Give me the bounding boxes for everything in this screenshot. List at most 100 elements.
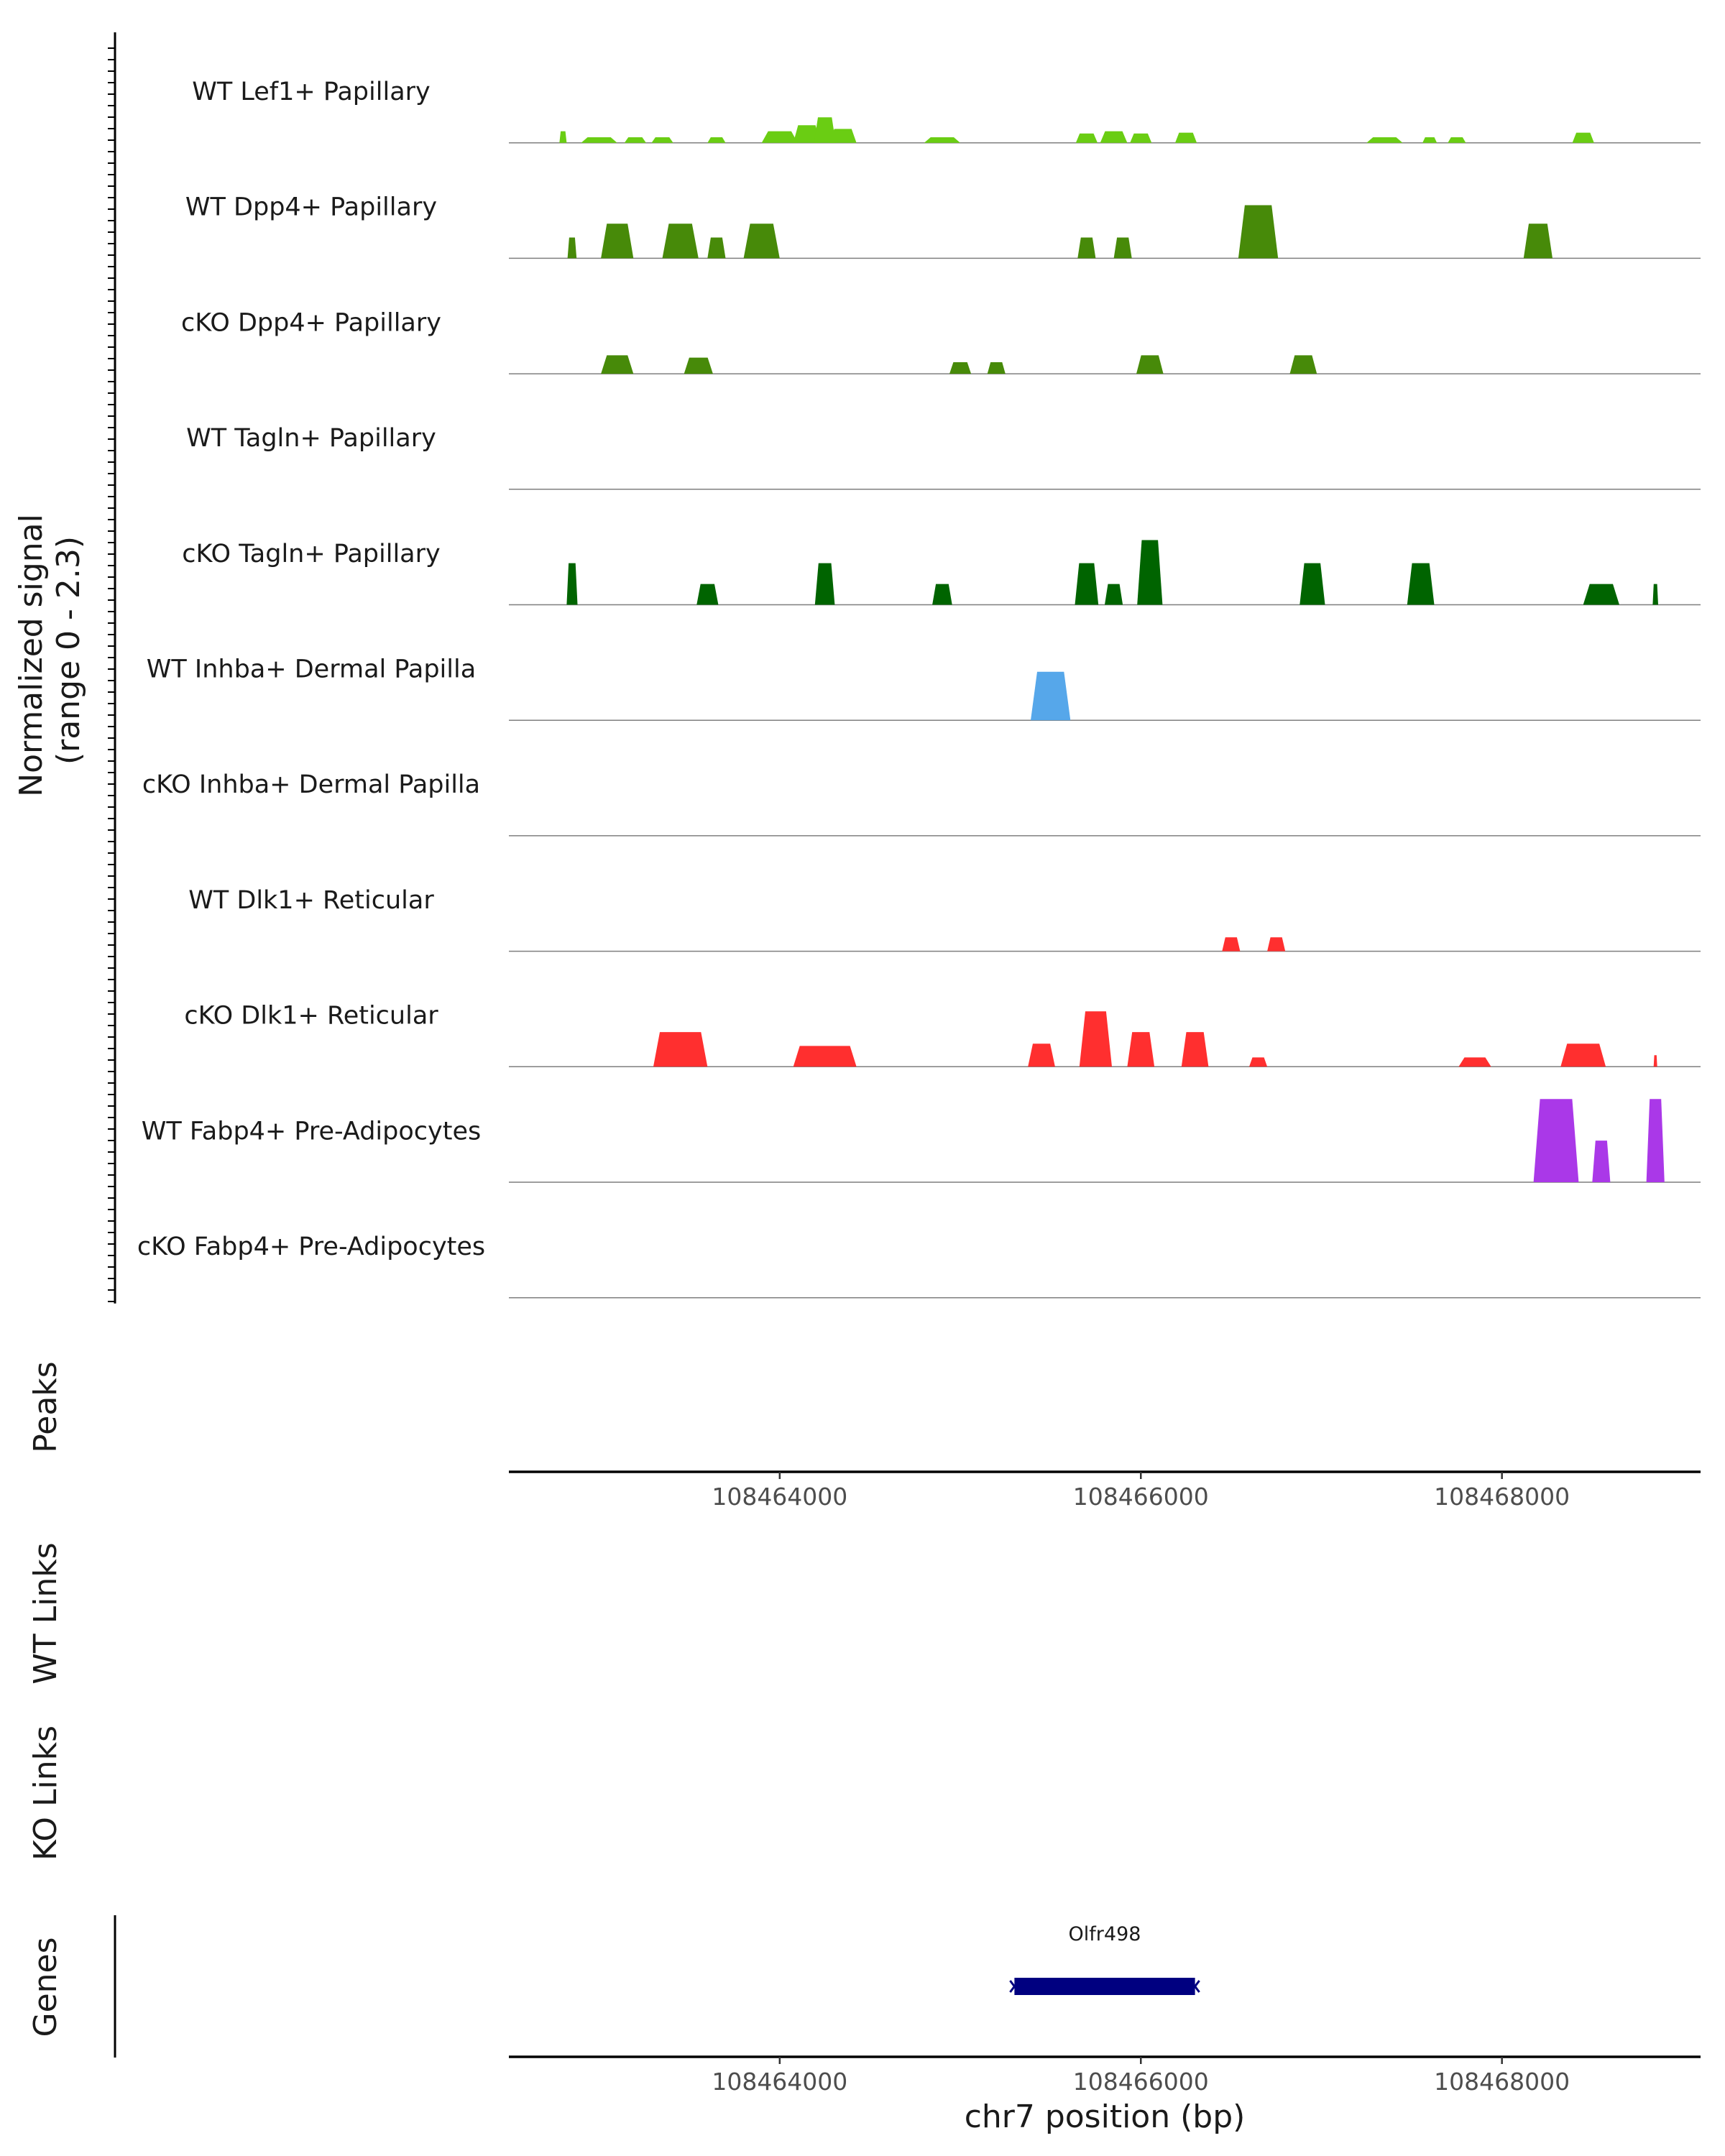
gene-body (1014, 1978, 1195, 1995)
panel-title-wt-links: WT Links (27, 1542, 64, 1684)
y-axis-title-line-2: (range 0 - 2.3) (50, 536, 87, 765)
gene-start-marker (1009, 1980, 1020, 1993)
track-label: WT Lef1+ Papillary (192, 78, 431, 106)
signal-peak (1238, 205, 1279, 259)
signal-peak (1222, 937, 1241, 952)
panel-title-ko-links: KO Links (27, 1726, 64, 1861)
signal-peak (1652, 584, 1658, 605)
track-8: WT Dlk1+ Reticular (188, 886, 1701, 952)
track-label: cKO Inhba+ Dermal Papilla (142, 770, 480, 799)
signal-peak (1136, 355, 1164, 374)
signal-peak (601, 224, 634, 259)
signal-peak (1458, 1057, 1491, 1067)
x-tick-label: 108466000 (1073, 1483, 1209, 1511)
track-9: cKO Dlk1+ Reticular (184, 1002, 1701, 1068)
y-axis-title-line-1: Normalized signal (13, 514, 50, 797)
signal-peak (814, 563, 835, 605)
signal-peak (1031, 671, 1071, 721)
signal-peak (601, 355, 634, 374)
x-tick-label: 108464000 (712, 1483, 847, 1511)
track-label: cKO Tagln+ Papillary (182, 540, 441, 568)
signal-peak (624, 137, 646, 143)
signal-peak (1249, 1057, 1268, 1067)
track-label: WT Inhba+ Dermal Papilla (147, 655, 476, 684)
track-label: WT Tagln+ Papillary (186, 424, 436, 453)
signal-peak (566, 563, 578, 605)
panel-title-peaks: Peaks (27, 1361, 64, 1452)
signal-peak (1075, 133, 1098, 143)
signal-peak (1127, 1032, 1155, 1067)
signal-peak (1646, 1099, 1665, 1182)
x-tick-label: 108466000 (1073, 2068, 1209, 2096)
signal-peak (1533, 1099, 1579, 1182)
signal-peak (1289, 355, 1317, 374)
genes-x-axis: 108464000 108466000 108468000 (509, 2055, 1701, 2096)
signal-peak (949, 362, 972, 374)
signal-peak (651, 137, 673, 143)
track-2: WT Dpp4+ Papillary (185, 193, 1701, 259)
signal-peak (1592, 1141, 1611, 1182)
signal-peak (793, 125, 821, 143)
signal-peak (1583, 584, 1619, 605)
gene-end-marker (1190, 1980, 1200, 1993)
signal-peak (653, 1032, 708, 1067)
track-1: WT Lef1+ Papillary (192, 78, 1701, 144)
signal-peak (1523, 224, 1552, 259)
signal-peak (707, 237, 726, 259)
track-7: cKO Inhba+ Dermal Papilla (142, 770, 1701, 837)
signal-peak (1653, 1055, 1657, 1067)
signal-peak (559, 131, 567, 143)
signal-peak (1130, 133, 1152, 143)
signal-peak (814, 117, 836, 143)
signal-peak (707, 137, 726, 143)
signal-peak (1422, 137, 1438, 143)
signal-peak (1079, 1011, 1112, 1067)
x-tick-label: 108468000 (1434, 1483, 1570, 1511)
signal-peak (1077, 237, 1096, 259)
signal-peak (662, 224, 699, 259)
signal-peak (1366, 137, 1403, 143)
track-10: WT Fabp4+ Pre-Adipocytes (142, 1099, 1701, 1183)
x-axis-title: chr7 position (bp) (965, 2099, 1246, 2135)
signal-peak (1137, 540, 1163, 605)
peaks-x-axis: 108464000 108466000 108468000 (509, 1470, 1701, 1511)
track-label: WT Dpp4+ Papillary (185, 193, 437, 222)
signal-peak (1572, 132, 1594, 143)
track-label: cKO Dpp4+ Papillary (181, 308, 441, 337)
signal-peak (1407, 563, 1435, 605)
signal-peak (1113, 237, 1132, 259)
track-label: WT Dlk1+ Reticular (188, 886, 434, 915)
track-label: WT Fabp4+ Pre-Adipocytes (142, 1117, 481, 1146)
gene-Olfr498: Olfr498 (1009, 1923, 1200, 1995)
signal-peak (684, 357, 713, 374)
y-axis-title: Normalized signal (range 0 - 2.3) (13, 504, 87, 797)
signal-peak (1448, 137, 1466, 143)
signal-peak (1175, 132, 1197, 143)
track-label: cKO Fabp4+ Pre-Adipocytes (137, 1233, 485, 1261)
signal-peak (1267, 937, 1286, 952)
gene-label: Olfr498 (1069, 1923, 1141, 1945)
signal-peak (1075, 563, 1099, 605)
x-tick-label: 108468000 (1434, 2068, 1570, 2096)
signal-peak (987, 362, 1006, 374)
panel-title-genes: Genes (27, 1937, 64, 2037)
signal-peak (1028, 1044, 1055, 1067)
x-tick-label: 108464000 (712, 2068, 847, 2096)
track-11: cKO Fabp4+ Pre-Adipocytes (137, 1233, 1701, 1299)
signal-peak (581, 137, 617, 143)
signal-peak (743, 224, 780, 259)
signal-peak (696, 584, 719, 605)
signal-peak (1105, 584, 1123, 605)
signal-peak (829, 129, 857, 143)
track-label: cKO Dlk1+ Reticular (184, 1002, 438, 1031)
signal-peak (932, 584, 952, 605)
signal-peak (567, 237, 577, 259)
y-axis (108, 32, 116, 1304)
signal-peak (924, 137, 960, 143)
track-5: cKO Tagln+ Papillary (182, 540, 1701, 606)
track-3: cKO Dpp4+ Papillary (181, 308, 1701, 374)
genes-panel: Olfr498 (114, 1915, 1200, 2058)
signal-peak (1560, 1044, 1606, 1067)
signal-peak (761, 131, 798, 143)
